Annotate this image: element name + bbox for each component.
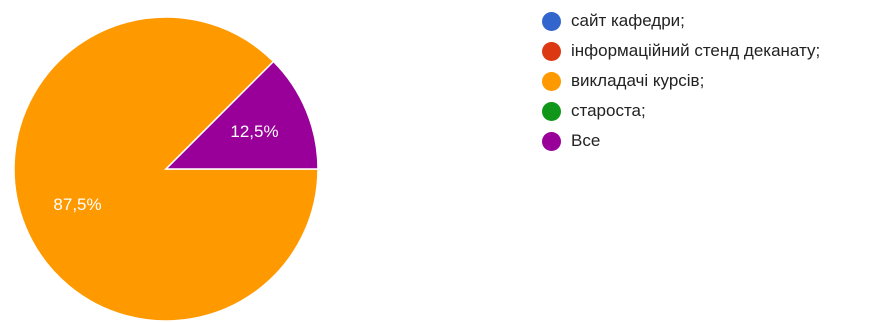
legend-label-1: сайт кафедри; xyxy=(571,11,685,30)
legend-swatch-4 xyxy=(542,101,561,121)
pie-chart: 87,5% 12,5% xyxy=(13,16,319,322)
legend-swatch-2 xyxy=(542,41,561,61)
legend-label-4: староста; xyxy=(571,101,646,120)
slice-label-5: 12,5% xyxy=(230,122,278,141)
legend-label-2: інформаційний стенд деканату; xyxy=(571,41,821,60)
legend-swatch-5 xyxy=(542,131,561,151)
legend-item-3[interactable]: викладачі курсів; xyxy=(542,66,820,96)
legend-label-3: викладачі курсів; xyxy=(571,71,705,90)
legend-label-5: Все xyxy=(571,131,601,150)
legend-item-5[interactable]: Все xyxy=(542,126,820,156)
legend-item-1[interactable]: сайт кафедри; xyxy=(542,6,820,36)
legend-item-2[interactable]: інформаційний стенд деканату; xyxy=(542,36,820,66)
legend: сайт кафедри; інформаційний стенд деканат… xyxy=(542,6,820,156)
slice-label-3: 87,5% xyxy=(53,195,101,214)
legend-swatch-1 xyxy=(542,11,561,31)
legend-swatch-3 xyxy=(542,71,561,91)
pie-slice-5[interactable] xyxy=(164,60,319,170)
legend-item-4[interactable]: староста; xyxy=(542,96,820,126)
